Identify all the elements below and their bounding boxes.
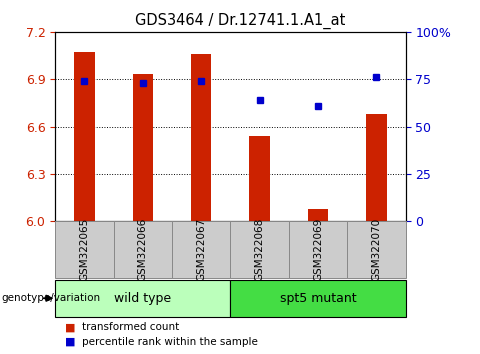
Text: GSM322068: GSM322068 <box>254 218 264 281</box>
Bar <box>114 221 172 278</box>
Text: GSM322067: GSM322067 <box>196 218 206 281</box>
Text: GSM322069: GSM322069 <box>313 218 323 281</box>
Text: wild type: wild type <box>114 292 171 305</box>
Bar <box>55 280 230 316</box>
Bar <box>366 114 386 221</box>
Text: ■: ■ <box>65 322 75 332</box>
Text: genotype/variation: genotype/variation <box>1 293 101 303</box>
Text: GDS3464 / Dr.12741.1.A1_at: GDS3464 / Dr.12741.1.A1_at <box>135 12 345 29</box>
Bar <box>172 221 230 278</box>
Bar <box>289 221 347 278</box>
Text: GSM322070: GSM322070 <box>372 218 382 281</box>
Text: GSM322066: GSM322066 <box>138 218 148 281</box>
Text: GSM322065: GSM322065 <box>79 218 89 281</box>
Bar <box>230 221 289 278</box>
Bar <box>308 209 328 221</box>
Text: spt5 mutant: spt5 mutant <box>280 292 356 305</box>
Bar <box>347 221 406 278</box>
Bar <box>74 52 95 221</box>
Bar <box>230 280 406 316</box>
Text: transformed count: transformed count <box>82 322 179 332</box>
Bar <box>55 221 114 278</box>
Text: ■: ■ <box>65 337 75 347</box>
Bar <box>250 136 270 221</box>
Text: percentile rank within the sample: percentile rank within the sample <box>82 337 257 347</box>
Bar <box>191 54 211 221</box>
Bar <box>132 74 153 221</box>
